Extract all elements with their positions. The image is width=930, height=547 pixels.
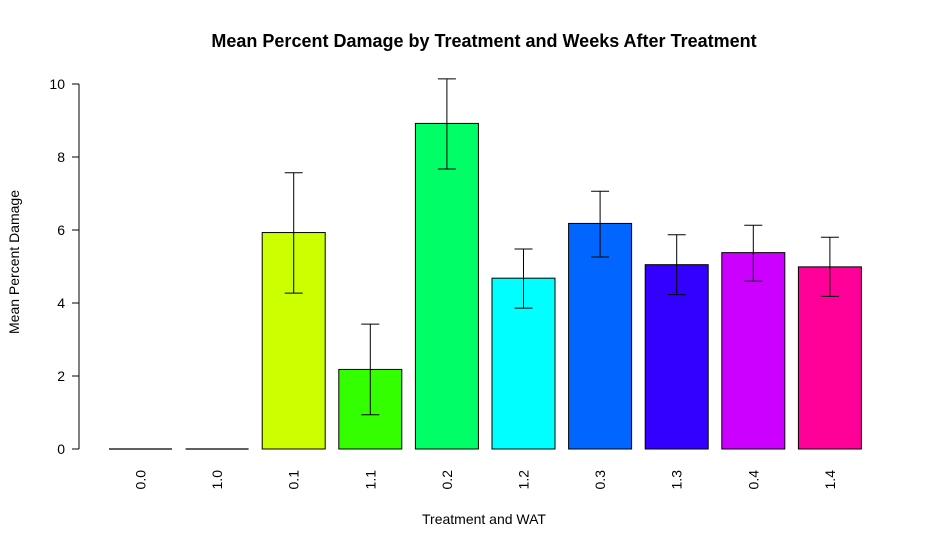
y-tick-label: 8 <box>57 149 65 165</box>
bar <box>568 222 633 450</box>
x-tick-label: 0.0 <box>133 470 149 490</box>
y-tick-label: 0 <box>57 441 65 457</box>
x-tick-label: 0.4 <box>745 470 761 490</box>
error-bars <box>284 78 839 416</box>
y-tick-label: 4 <box>57 295 65 311</box>
y-axis: 0 2 4 6 8 10 <box>49 76 80 457</box>
x-tick-label: 1.1 <box>362 470 378 490</box>
x-tick-label: 1.2 <box>516 470 532 490</box>
x-tick-labels: 0.0 1.0 0.1 1.1 0.2 1.2 0.3 1.3 0.4 1.4 <box>133 470 838 490</box>
y-axis-label: Mean Percent Damage <box>6 190 22 334</box>
bar <box>721 252 786 450</box>
x-tick-label: 1.0 <box>209 470 225 490</box>
y-tick-label: 10 <box>49 76 65 92</box>
bar <box>797 266 862 450</box>
x-tick-label: 1.3 <box>669 470 685 490</box>
x-tick-label: 0.3 <box>592 470 608 490</box>
bars <box>109 122 862 450</box>
y-tick-label: 6 <box>57 222 65 238</box>
x-tick-label: 0.2 <box>439 470 455 490</box>
x-axis-label: Treatment and WAT <box>422 511 546 527</box>
bar <box>414 122 479 450</box>
y-tick-label: 2 <box>57 368 65 384</box>
x-tick-label: 0.1 <box>286 470 302 490</box>
bar <box>644 264 709 450</box>
x-tick-label: 1.4 <box>822 470 838 490</box>
chart-title: Mean Percent Damage by Treatment and Wee… <box>211 31 756 51</box>
